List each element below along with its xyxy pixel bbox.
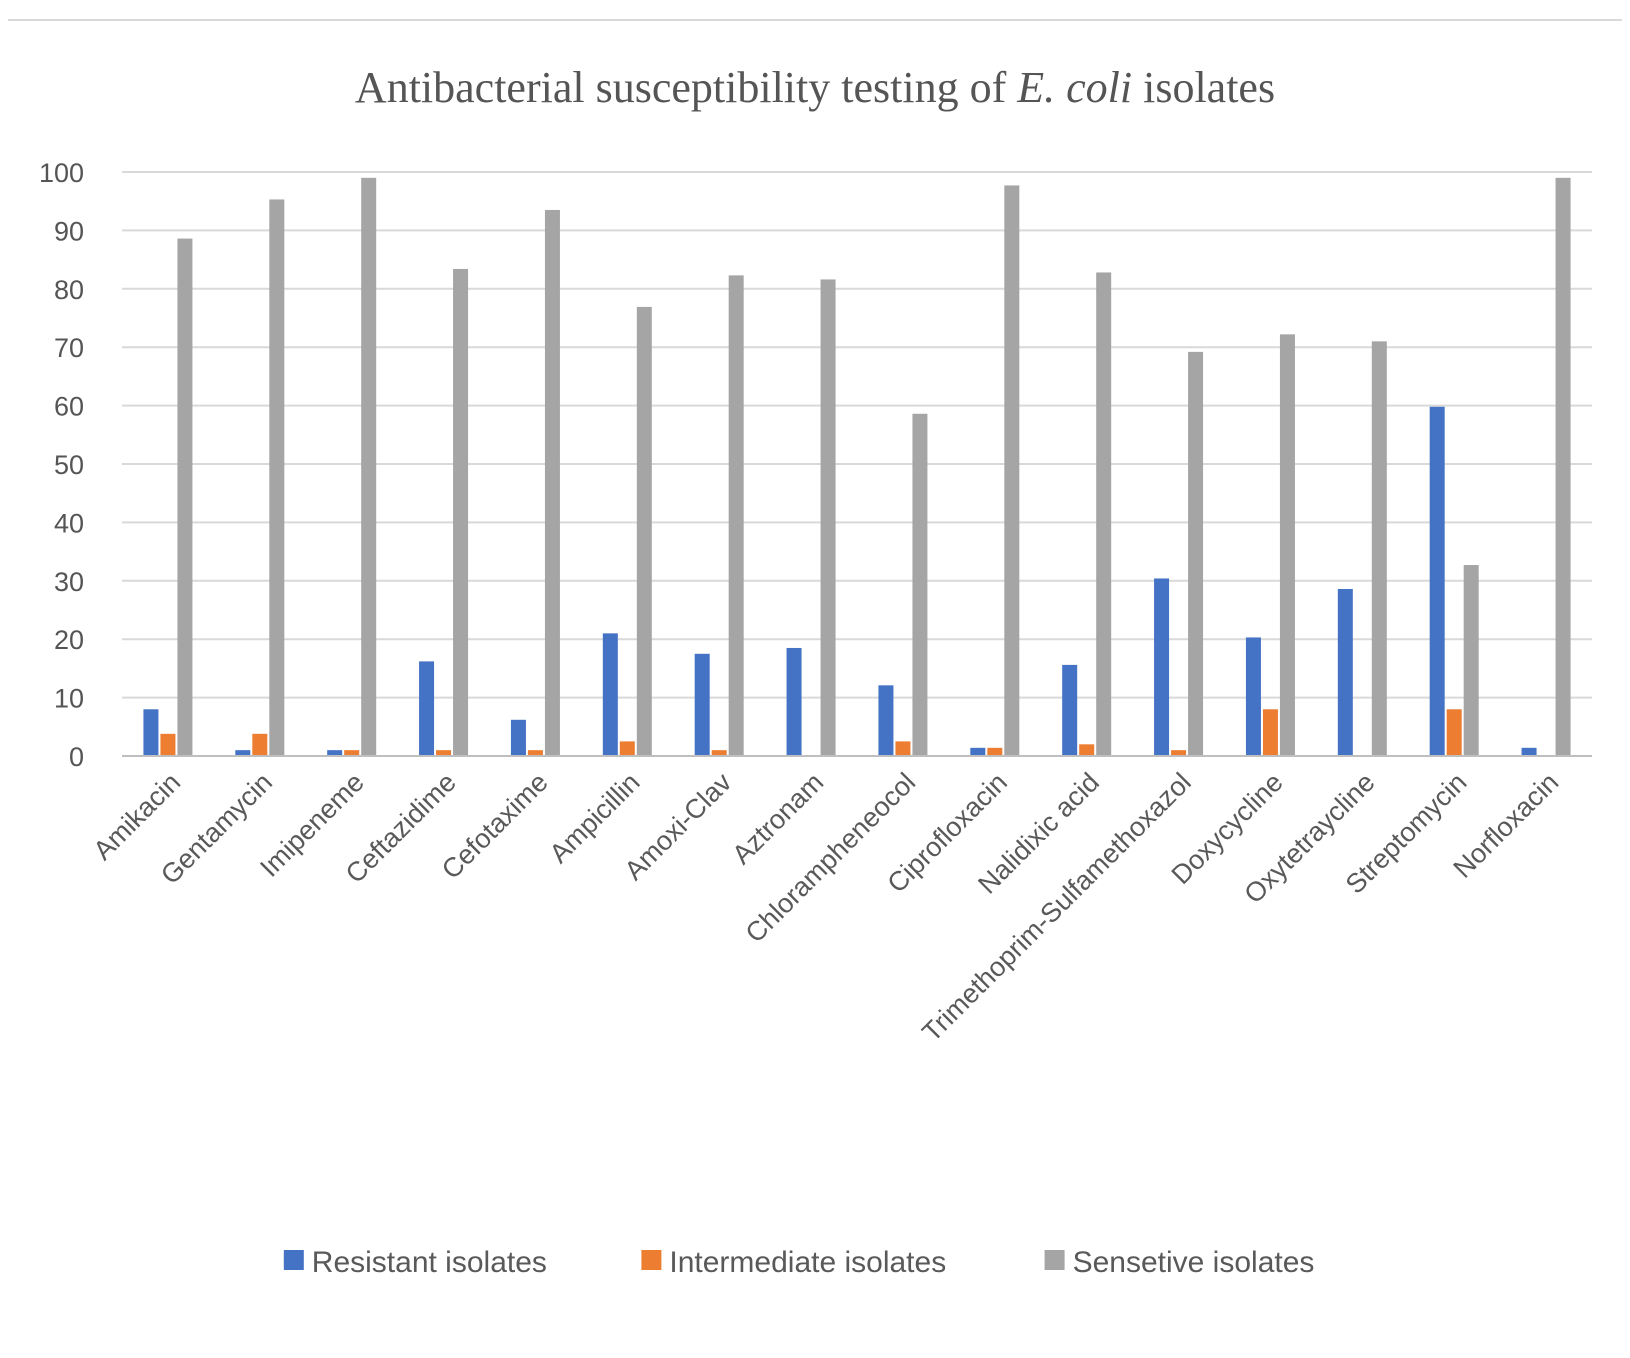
chart-title-main: Antibacterial susceptibility testing of: [355, 63, 1017, 112]
x-category-label: Chlorampheneocol: [740, 767, 921, 948]
bar-intermediate-isolates-imipeneme: [344, 750, 360, 756]
bar-sensetive-isolates-ceftazidime: [453, 268, 469, 756]
bar-intermediate-isolates-amikacin: [160, 733, 176, 756]
bar-sensetive-isolates-amikacin: [177, 238, 193, 757]
bar-resistant-isolates-norfloxacin: [1521, 747, 1537, 756]
y-tick-label: 30: [54, 567, 84, 597]
x-category-label: Amikacin: [88, 767, 187, 866]
bar-intermediate-isolates-nalidixic-acid: [1079, 744, 1095, 756]
bar-intermediate-isolates-streptomycin: [1446, 709, 1462, 756]
bar-resistant-isolates-ceftazidime: [419, 661, 435, 756]
bar-sensetive-isolates-trimethoprim-sulfamethoxazol: [1188, 351, 1204, 756]
y-tick-label: 0: [69, 742, 84, 772]
x-axis-category-labels: AmikacinGentamycinImipenemeCeftazidimeCe…: [88, 767, 1565, 1048]
bar-sensetive-isolates-nalidixic-acid: [1096, 272, 1112, 756]
bar-resistant-isolates-amoxi-clav: [694, 653, 710, 756]
bar-sensetive-isolates-doxycycline: [1279, 334, 1295, 756]
bar-resistant-isolates-ciprofloxacin: [970, 747, 986, 756]
y-tick-label: 20: [54, 625, 84, 655]
bar-sensetive-isolates-streptomycin: [1463, 565, 1479, 756]
bar-resistant-isolates-ampicillin: [602, 633, 618, 756]
bar-intermediate-isolates-trimethoprim-sulfamethoxazol: [1171, 750, 1187, 756]
legend-label: Resistant isolates: [312, 1246, 547, 1279]
bars: [143, 177, 1571, 757]
gridlines: [122, 171, 1592, 699]
bar-resistant-isolates-nalidixic-acid: [1062, 664, 1078, 756]
bar-sensetive-isolates-imipeneme: [361, 177, 377, 757]
legend-swatch: [283, 1250, 304, 1270]
bar-resistant-isolates-aztronam: [786, 647, 802, 756]
bar-resistant-isolates-trimethoprim-sulfamethoxazol: [1154, 578, 1170, 756]
legend-label: Sensetive isolates: [1073, 1246, 1315, 1279]
y-tick-label: 50: [54, 450, 84, 480]
bar-resistant-isolates-streptomycin: [1429, 406, 1445, 756]
y-tick-label: 80: [54, 275, 84, 305]
bar-intermediate-isolates-chlorampheneocol: [895, 741, 911, 756]
bar-intermediate-isolates-cefotaxime: [527, 750, 543, 756]
bar-resistant-isolates-chlorampheneocol: [878, 685, 894, 756]
y-tick-label: 90: [54, 216, 84, 246]
bar-sensetive-isolates-aztronam: [820, 279, 836, 756]
bar-sensetive-isolates-chlorampheneocol: [912, 413, 928, 756]
bar-resistant-isolates-imipeneme: [327, 750, 343, 756]
chart-title-italic: E. coli: [1016, 63, 1132, 112]
legend: Resistant isolates Intermediate isolates S…: [283, 1246, 1315, 1279]
bar-resistant-isolates-cefotaxime: [510, 719, 526, 756]
legend-label: Intermediate isolates: [669, 1246, 946, 1279]
bar-resistant-isolates-gentamycin: [235, 750, 251, 756]
y-tick-label: 40: [54, 508, 84, 538]
bar-sensetive-isolates-norfloxacin: [1555, 177, 1571, 757]
bar-intermediate-isolates-ciprofloxacin: [987, 747, 1003, 756]
chart-title: Antibacterial susceptibility testing of …: [355, 63, 1275, 112]
bar-sensetive-isolates-cefotaxime: [544, 209, 560, 756]
y-axis-tick-labels: 0 10 20 30 40 50 60 70 80 90 100: [39, 158, 84, 772]
bar-sensetive-isolates-oxytetraycline: [1371, 341, 1387, 756]
legend-swatch: [641, 1250, 662, 1270]
bar-intermediate-isolates-amoxi-clav: [711, 750, 727, 756]
bar-intermediate-isolates-doxycycline: [1262, 709, 1278, 756]
bar-sensetive-isolates-ciprofloxacin: [1004, 185, 1020, 756]
legend-swatch: [1044, 1250, 1065, 1270]
bar-resistant-isolates-amikacin: [143, 709, 159, 756]
chart-title-suffix: isolates: [1132, 63, 1275, 112]
bar-sensetive-isolates-gentamycin: [269, 199, 285, 756]
bar-intermediate-isolates-gentamycin: [252, 733, 268, 756]
bar-intermediate-isolates-ceftazidime: [436, 750, 452, 756]
bar-resistant-isolates-doxycycline: [1245, 637, 1261, 756]
y-tick-label: 60: [54, 392, 84, 422]
y-tick-label: 70: [54, 333, 84, 363]
bar-intermediate-isolates-ampicillin: [619, 741, 635, 756]
bar-sensetive-isolates-ampicillin: [636, 306, 652, 756]
y-tick-label: 100: [39, 158, 84, 188]
y-tick-label: 10: [54, 684, 84, 714]
bar-sensetive-isolates-amoxi-clav: [728, 275, 744, 756]
bar-resistant-isolates-oxytetraycline: [1337, 588, 1353, 756]
